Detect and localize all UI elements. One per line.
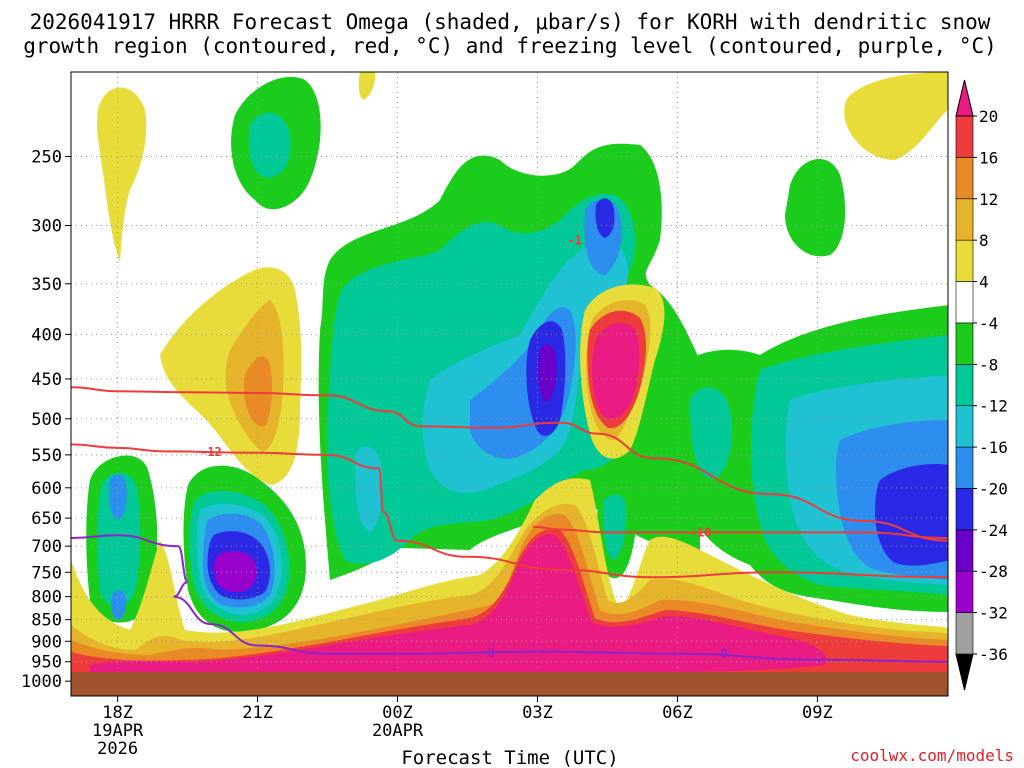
omega-region-teal-top — [248, 112, 291, 178]
colorbar-label: 8 — [979, 231, 989, 250]
contour-label: -18 — [690, 525, 712, 539]
colorbar-label: 16 — [979, 148, 998, 167]
contour-dendritic-18 — [532, 525, 948, 539]
omega-region-yellow-top — [358, 72, 376, 100]
x-tick-date: 19APR — [92, 721, 144, 741]
omega-region-orange-mid — [243, 356, 273, 427]
colorbar-swatch — [955, 529, 974, 572]
contour-label: -12 — [200, 445, 222, 459]
colorbar-label: -36 — [979, 645, 1008, 664]
omega-region-green-ur — [785, 158, 846, 257]
omega-region-teal-small — [603, 494, 627, 560]
colorbar-label: -32 — [979, 604, 1008, 623]
y-tick-label: 250 — [31, 147, 62, 167]
x-tick-label: 03Z — [522, 703, 553, 723]
chart-title-line1: 2026041917 HRRR Forecast Omega (shaded, … — [30, 10, 991, 34]
colorbar-swatch — [955, 612, 974, 655]
contour-label: -1 — [568, 233, 582, 247]
omega-region-purple-main — [538, 344, 557, 402]
y-tick-label: 950 — [31, 653, 62, 673]
colorbar-swatch — [955, 198, 974, 241]
y-tick-label: 500 — [31, 410, 62, 430]
colorbar-swatch — [955, 157, 974, 200]
y-tick-label: 550 — [31, 446, 62, 466]
x-tick-label: 21Z — [242, 703, 273, 723]
y-tick-label: 400 — [31, 325, 62, 345]
y-tick-label: 800 — [31, 588, 62, 608]
colorbar-swatch — [955, 488, 974, 531]
colorbar-swatch — [955, 115, 974, 158]
colorbar-swatch-highest — [955, 79, 974, 117]
colorbar-swatch — [955, 364, 974, 406]
colorbar-label: -4 — [979, 314, 998, 333]
omega-region-deepblue-right — [875, 463, 948, 566]
colorbar-swatch — [955, 446, 974, 489]
omega-region-magenta-mid — [592, 323, 640, 420]
contour-freezing-level — [71, 534, 948, 663]
contour-dendritic-12-lower — [71, 443, 948, 579]
colorbar-label: -28 — [979, 562, 1008, 581]
y-tick-label: 1000 — [21, 672, 62, 692]
colorbar-swatch — [955, 405, 974, 448]
x-tick-label: 18Z — [102, 703, 133, 723]
x-tick-year: 2026 — [97, 739, 138, 759]
y-tick-label: 900 — [31, 632, 62, 652]
x-tick-label: 09Z — [802, 703, 833, 723]
contour-label: 0 — [487, 646, 494, 660]
credit-text[interactable]: coolwx.com/models — [850, 746, 1014, 765]
omega-region-yellow-ul — [97, 87, 147, 262]
colorbar-label: -12 — [979, 397, 1008, 416]
y-tick-label: 600 — [31, 479, 62, 499]
omega-region-magenta-low — [90, 533, 827, 672]
chart-title-line2: growth region (contoured, red, °C) and f… — [23, 34, 997, 58]
y-tick-label: 750 — [31, 563, 62, 583]
omega-region-teal-rightleft — [690, 387, 732, 479]
x-axis-label: Forecast Time (UTC) — [401, 747, 618, 768]
y-tick-label: 450 — [31, 370, 62, 390]
colorbar-swatch-lowest — [955, 653, 974, 691]
colorbar-label: -16 — [979, 438, 1008, 457]
y-tick-label: 300 — [31, 216, 62, 236]
plot-area: -12 -18 0 0 -1 — [71, 72, 948, 696]
omega-region-teal-left — [97, 472, 141, 608]
contour-dendritic-12 — [71, 386, 948, 542]
y-tick-label: 700 — [31, 537, 62, 557]
colorbar-swatch — [955, 570, 974, 613]
y-tick-label: 350 — [31, 275, 62, 295]
omega-region-purple-leftmid — [214, 550, 257, 593]
colorbar-label: -8 — [979, 355, 998, 374]
x-tick-label: 00Z — [382, 703, 413, 723]
colorbar-label: -20 — [979, 479, 1008, 498]
omega-region-blue-left2 — [111, 590, 127, 620]
ground-layer — [71, 672, 948, 696]
contour-label: 0 — [720, 647, 727, 661]
colorbar: -36 -32 -28 -24 -20 -16 -12 -8 -4 4 8 12 16 20 — [955, 79, 1008, 691]
y-tick-label: 850 — [31, 611, 62, 631]
colorbar-label: -24 — [979, 521, 1008, 540]
contour-lines: -12 -18 0 0 -1 — [71, 233, 948, 663]
colorbar-label: 4 — [979, 273, 989, 292]
x-tick-date: 20APR — [372, 721, 424, 741]
y-axis: 2503003504004505005506006507007508008509… — [21, 147, 71, 692]
colorbar-swatch — [955, 281, 974, 324]
colorbar-label: 12 — [979, 190, 998, 209]
colorbar-label: 20 — [979, 107, 998, 126]
omega-region-deepblue-top — [595, 198, 615, 238]
colorbar-swatch — [955, 322, 974, 365]
colorbar-swatch — [955, 239, 974, 282]
y-tick-label: 650 — [31, 509, 62, 529]
omega-region-yellow-ur — [844, 72, 948, 160]
plot-frame — [70, 71, 949, 697]
x-tick-label: 06Z — [662, 703, 693, 723]
